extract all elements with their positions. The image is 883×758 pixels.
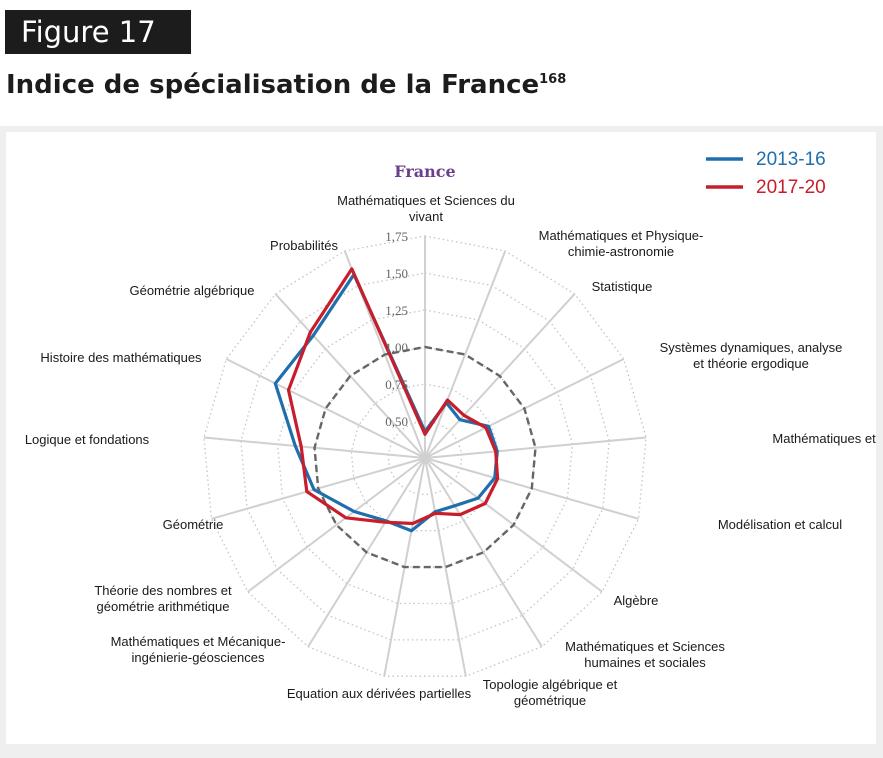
axis-label-6: Algèbre [614, 593, 659, 608]
axis-label-line: Statistique [592, 279, 653, 294]
footnote-reference: 168 [539, 72, 567, 87]
axis-label-line: Logique et fondations [25, 432, 150, 447]
spoke-11 [247, 457, 426, 593]
spoke-7 [424, 457, 543, 648]
spoke-8 [424, 457, 467, 677]
axis-label-line: Equation aux dérivées partielles [287, 686, 472, 701]
axis-label-line: géométrie arithmétique [97, 599, 230, 614]
axis-label-3: Systèmes dynamiques, analyse et théorie e… [660, 340, 843, 371]
axis-label-13: Logique et fondations [25, 432, 150, 447]
page-title: Indice de spécialisation de la France168 [6, 70, 566, 100]
axis-label-14: Histoire des mathématiques [40, 350, 202, 365]
axis-label-line: Algèbre [614, 593, 659, 608]
spoke-1 [424, 250, 507, 459]
axis-label-line: Mathématiques et Physique- [539, 228, 704, 243]
axis-label-line: Mathématiques et Sciences [565, 639, 725, 654]
legend-label-2013-16: 2013-16 [756, 149, 826, 170]
chart-title: France [394, 162, 455, 181]
axis-label-line: humaines et sociales [584, 655, 706, 670]
axis-label-0: Mathématiques et Sciences du vivant [337, 193, 515, 224]
axis-label-12: Géométrie [163, 517, 224, 532]
axis-label-line: Mathématiques et Sciences du [337, 193, 515, 208]
grid-ring-3 [276, 309, 574, 605]
spoke-14 [225, 358, 426, 459]
axis-label-10: Mathématiques et Mécanique-ingénierie-gé… [111, 634, 286, 665]
axis-label-2: Statistique [592, 279, 653, 294]
legend-label-2017-20: 2017-20 [756, 177, 826, 198]
tick-label-4: 1,50 [385, 266, 408, 281]
axis-label-line: Histoire des mathématiques [40, 350, 202, 365]
axis-label-9: Equation aux dérivées partielles [287, 686, 472, 701]
axis-label-11: Théorie des nombres et géométrie arithmét… [94, 583, 232, 614]
spoke-4 [424, 436, 647, 459]
grid-ring-5 [203, 235, 647, 677]
series-line-2017-20 [286, 267, 500, 526]
axis-label-1: Mathématiques et Physique-chimie-astrono… [539, 228, 704, 259]
axis-label-line: Mathématiques et Mécanique- [111, 634, 286, 649]
tick-label-0: 0,50 [385, 414, 408, 429]
axis-label-line: et théorie ergodique [693, 356, 809, 371]
axis-label-16: Probabilités [270, 238, 338, 253]
axis-label-line: Théorie des nombres et [94, 583, 232, 598]
axis-label-15: Géométrie algébrique [129, 283, 254, 298]
axis-label-line: chimie-astronomie [568, 244, 674, 259]
tick-label-3: 1,25 [385, 303, 408, 318]
page-title-text: Indice de spécialisation de la France [6, 70, 540, 100]
tick-label-1: 0,75 [385, 377, 408, 392]
axis-label-line: Probabilités [270, 238, 338, 253]
tick-label-5: 1,75 [385, 229, 408, 244]
axis-label-line: Systèmes dynamiques, analyse [660, 340, 843, 355]
grid-ring-1 [350, 383, 500, 532]
axis-label-line: Modélisation et calcul [718, 517, 842, 532]
tick-label-2: 1,00 [385, 340, 408, 355]
chart-area: 0,50 0,75 1,00 1,25 1,50 1,75 Mathématiques et… [6, 132, 876, 744]
axis-label-line: Géométrie algébrique [129, 283, 254, 298]
grid-ring-4 [240, 272, 610, 641]
figure-label: Figure 17 [5, 10, 191, 54]
axis-label-line: ingénierie-géosciences [132, 650, 265, 665]
axis-label-line: Géométrie [163, 517, 224, 532]
radar-chart: 0,50 0,75 1,00 1,25 1,50 1,75 Mathématiques et… [25, 149, 876, 708]
axis-label-5: Modélisation et calcul [718, 517, 842, 532]
axis-label-line: géométrique [514, 693, 586, 708]
axis-label-line: vivant [409, 209, 443, 224]
reference-ring [313, 345, 537, 569]
chart-panel: 0,50 0,75 1,00 1,25 1,50 1,75 Mathématiques et… [0, 126, 883, 758]
axis-label-7: Mathématiques et Sciences humaines et soc… [565, 639, 725, 670]
axis-label-4: Mathématiques et Informatique [772, 431, 876, 446]
axis-label-line: Mathématiques et Informatique [772, 431, 876, 446]
axis-label-8: Topologie algébrique et géométrique [483, 677, 618, 708]
axis-label-line: Topologie algébrique et [483, 677, 618, 692]
